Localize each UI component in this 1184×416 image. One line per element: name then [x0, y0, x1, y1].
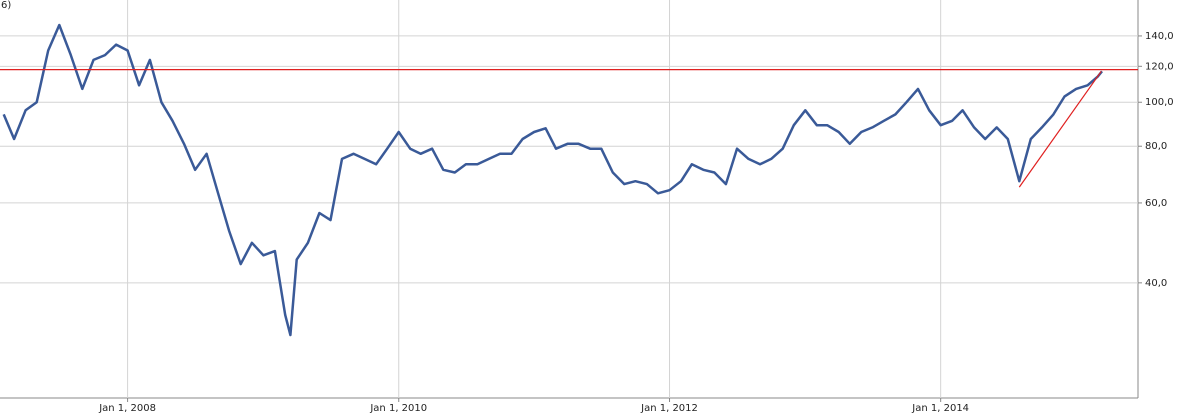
- x-tick-label: Jan 1, 2014: [911, 403, 969, 414]
- y-tick-label: 40,0: [1145, 278, 1167, 289]
- y-tick-label: 60,0: [1145, 198, 1167, 209]
- x-tick-label: Jan 1, 2012: [640, 403, 698, 414]
- plot-area: [0, 0, 1138, 398]
- y-tick-label: 80,0: [1145, 141, 1167, 152]
- y-tick-label: 140,0: [1145, 31, 1174, 42]
- corner-label: 6): [1, 0, 11, 11]
- y-tick-label: 100,0: [1145, 97, 1174, 108]
- price-line: [2, 23, 1103, 337]
- x-tick-label: Jan 1, 2008: [98, 403, 156, 414]
- trend-line: [1018, 70, 1102, 188]
- x-tick-label: Jan 1, 2010: [369, 403, 427, 414]
- y-tick-label: 120,0: [1145, 61, 1174, 72]
